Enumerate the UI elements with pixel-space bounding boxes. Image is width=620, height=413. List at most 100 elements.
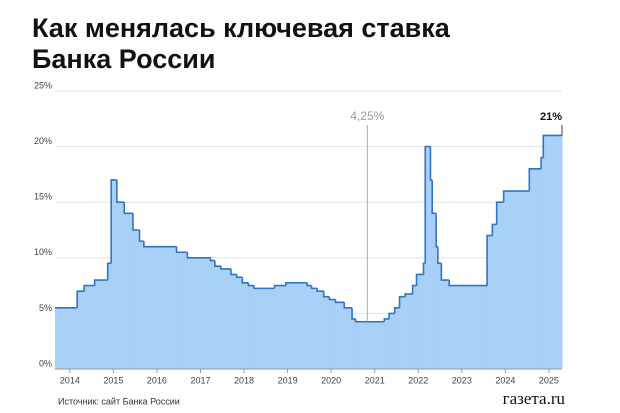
area-step — [107, 263, 112, 369]
step-line — [247, 282, 255, 287]
step-line — [542, 134, 562, 158]
step-line — [429, 146, 433, 181]
area-step — [405, 293, 414, 369]
area-step — [416, 274, 424, 369]
area-step — [132, 230, 140, 369]
step-line — [230, 268, 237, 276]
x-tick-label: 2017 — [190, 375, 210, 385]
y-tick-label: 25% — [34, 80, 52, 90]
step-line — [502, 190, 530, 203]
step-line — [486, 234, 493, 286]
step-line — [424, 145, 431, 264]
area-step — [230, 274, 238, 369]
area-step — [220, 268, 232, 369]
step-line — [106, 262, 112, 281]
area-step — [139, 241, 145, 369]
step-line — [310, 285, 318, 290]
area-step — [529, 168, 542, 369]
area-step — [335, 302, 345, 369]
area-step — [55, 307, 78, 369]
area-step — [496, 202, 505, 369]
step-line — [241, 277, 249, 284]
step-line — [76, 290, 85, 308]
area-step — [317, 291, 325, 369]
step-line — [306, 282, 312, 287]
area-step — [143, 246, 178, 369]
area-step — [248, 285, 255, 369]
area-step — [430, 179, 433, 369]
x-tick-label: 2020 — [321, 375, 341, 385]
step-line — [273, 284, 286, 289]
area-step — [492, 224, 498, 369]
area-step — [543, 135, 563, 369]
area-step — [285, 282, 308, 369]
brand: газета.ru — [503, 389, 566, 408]
x-tick-label: 2018 — [234, 375, 254, 385]
step-line — [209, 257, 215, 262]
step-line — [143, 241, 177, 248]
step-line — [437, 246, 442, 265]
area-step — [541, 157, 544, 369]
x-tick-label: 2021 — [365, 375, 385, 385]
step-line — [383, 318, 390, 322]
y-tick-label: 20% — [34, 136, 52, 146]
area-step — [236, 277, 243, 369]
step-line — [235, 274, 243, 279]
step-line — [448, 280, 488, 287]
step-line — [528, 168, 542, 192]
step-line — [411, 284, 417, 294]
step-line — [354, 318, 385, 323]
area-step — [214, 266, 222, 369]
step-line — [138, 230, 144, 242]
area-step — [503, 191, 530, 369]
step-line — [93, 279, 108, 286]
step-line — [393, 307, 400, 314]
step-line — [404, 293, 413, 297]
area-step — [487, 235, 493, 369]
area-step — [329, 299, 337, 369]
area-step — [423, 263, 426, 369]
step-line — [334, 299, 345, 304]
area-step — [187, 257, 211, 369]
area-step — [94, 280, 109, 369]
area-step — [437, 263, 442, 369]
area-step — [111, 179, 118, 369]
area-step — [124, 213, 134, 369]
step-line — [110, 179, 117, 264]
step-line — [415, 273, 424, 286]
step-line — [316, 288, 324, 292]
step-line — [435, 213, 438, 248]
step-line — [116, 179, 125, 203]
area-step — [254, 288, 276, 369]
area-step — [441, 280, 450, 369]
area-step — [425, 146, 431, 369]
step-line — [322, 291, 330, 298]
area-step — [355, 321, 385, 369]
area-step — [436, 246, 439, 369]
step-line — [175, 246, 188, 254]
area-step — [323, 296, 330, 369]
area-step — [77, 291, 85, 369]
step-line — [440, 263, 450, 281]
step-line — [214, 260, 221, 267]
step-line — [388, 312, 395, 319]
step-line — [343, 302, 353, 309]
x-tick-label: 2022 — [408, 375, 428, 385]
step-line — [186, 252, 211, 259]
area-step — [344, 307, 353, 369]
step-line — [132, 213, 140, 231]
step-line — [431, 179, 437, 215]
area-step — [432, 213, 437, 369]
area-step — [412, 285, 418, 369]
y-tick-label: 10% — [34, 247, 52, 257]
area-step — [389, 313, 396, 369]
step-line — [123, 202, 133, 215]
step-line — [328, 296, 336, 301]
area-step — [274, 285, 287, 369]
step-line — [351, 307, 356, 320]
title-line: Банка России — [32, 44, 215, 74]
x-tick-label: 2019 — [278, 375, 298, 385]
area-step — [311, 288, 318, 369]
step-line — [398, 295, 406, 308]
x-tick-label: 2015 — [103, 375, 123, 385]
